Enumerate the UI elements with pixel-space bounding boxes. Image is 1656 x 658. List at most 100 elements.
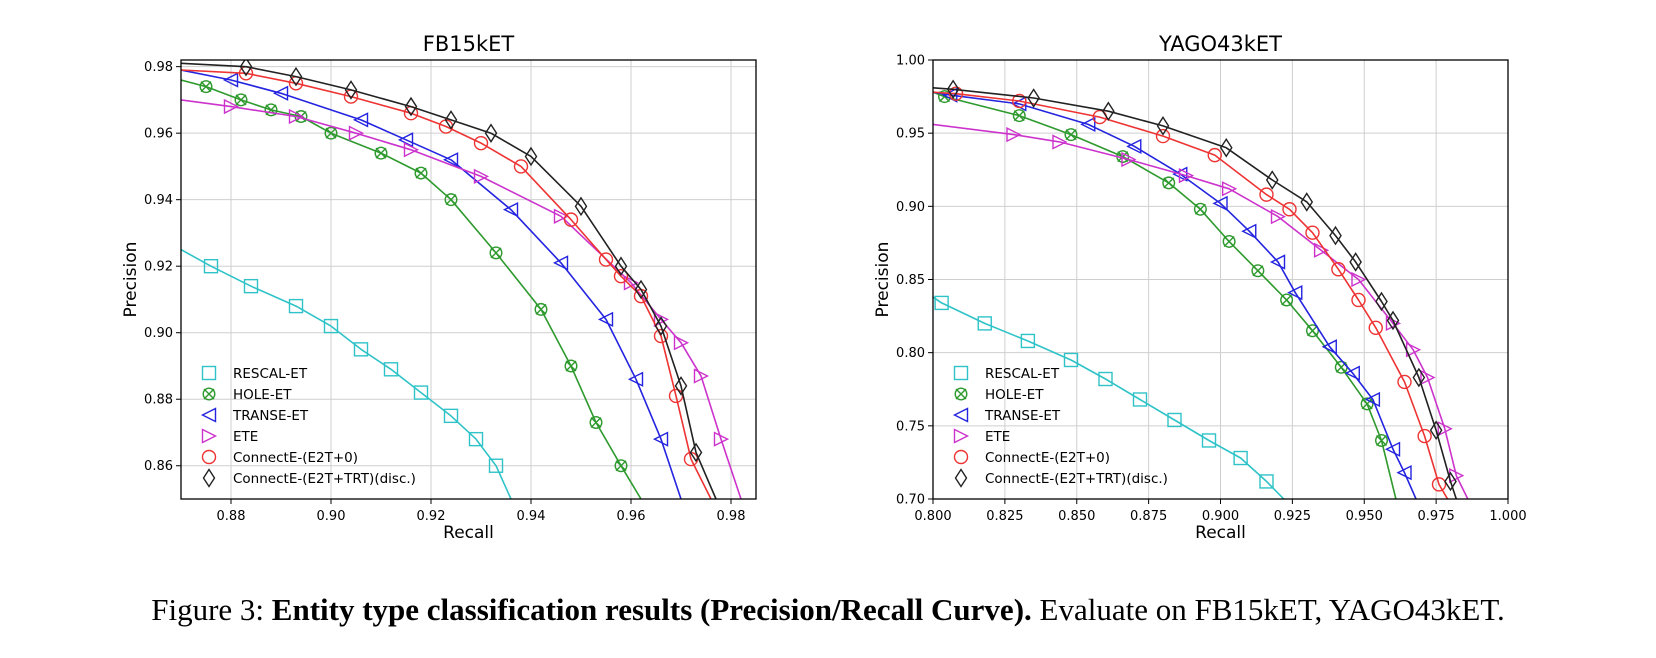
y-tick-label: 0.96 [144, 127, 173, 142]
legend-marker [953, 449, 969, 465]
y-tick-label: 0.85 [896, 273, 925, 288]
x-tick-label: 0.98 [717, 509, 746, 524]
data-point [1386, 310, 1400, 331]
marker-ring [1360, 397, 1374, 411]
y-tick-label: 0.80 [896, 346, 925, 361]
data-point [653, 328, 669, 344]
data-point [653, 311, 670, 328]
data-point [934, 295, 949, 311]
data-point [1305, 324, 1319, 338]
legend-marker [952, 407, 969, 423]
marker-stroke [325, 127, 337, 139]
data-point [488, 458, 504, 473]
data-point [563, 212, 579, 227]
data-point [383, 362, 399, 377]
x-tick-label: 0.96 [617, 509, 646, 524]
y-axis-label: Precision [121, 242, 141, 318]
x-tick-label: 0.950 [1346, 509, 1383, 524]
data-point [1221, 181, 1238, 197]
marker-ring [374, 146, 388, 160]
data-point [234, 93, 248, 107]
series-line [181, 69, 712, 499]
legend-label: HOLE-ET [985, 387, 1044, 403]
series-line [933, 91, 1449, 499]
marker-ring [199, 80, 213, 94]
marker-ring [1064, 128, 1078, 142]
y-tick-label: 0.95 [896, 127, 925, 142]
marker-stroke [955, 388, 967, 400]
marker-stroke [200, 81, 212, 93]
data-point [1397, 374, 1412, 390]
marker-ring [1222, 234, 1236, 248]
data-point [589, 416, 603, 430]
x-tick-label: 0.975 [1418, 509, 1455, 524]
y-tick-label: 0.86 [144, 459, 173, 474]
data-point [1449, 467, 1465, 484]
legend-label: RESCAL-ET [985, 366, 1060, 382]
data-point [1412, 367, 1426, 388]
marker-stroke [590, 417, 602, 429]
marker-ring [564, 359, 578, 373]
marker-stroke [1307, 325, 1318, 337]
data-point [1444, 471, 1457, 492]
series-hole-et [933, 90, 1397, 499]
data-point [413, 385, 429, 400]
marker-ring [1012, 109, 1026, 123]
x-tick-label: 0.925 [1274, 509, 1311, 524]
data-point [289, 66, 303, 87]
data-point [1437, 421, 1453, 437]
data-point [1241, 223, 1257, 239]
data-point [614, 459, 628, 473]
data-point [288, 298, 304, 314]
marker-stroke [1223, 235, 1235, 247]
legend-label: ConnectE-(E2T+0) [985, 450, 1110, 466]
data-point [442, 152, 459, 168]
marker-ring [444, 193, 458, 207]
series-line [181, 99, 742, 499]
marker-ring [589, 416, 603, 430]
data-point [288, 108, 305, 125]
data-point [502, 202, 519, 218]
data-point [564, 359, 578, 373]
data-point [444, 110, 458, 130]
marker-ring [264, 103, 278, 117]
caption-prefix: Figure 3: [151, 592, 272, 627]
caption-bold: Entity type classification results (Prec… [271, 592, 1032, 627]
data-point [948, 86, 964, 101]
data-point [673, 335, 690, 351]
y-tick-label: 0.90 [896, 200, 925, 215]
data-point [1305, 225, 1320, 240]
data-point [1329, 225, 1342, 246]
data-point [443, 408, 459, 424]
marker-ring [1280, 293, 1294, 307]
data-point [1334, 360, 1348, 374]
y-tick-label: 0.75 [896, 419, 925, 434]
legend-marker [201, 449, 217, 465]
data-point [473, 168, 490, 185]
marker-ring [954, 387, 968, 401]
series-rescal-et [181, 248, 512, 499]
data-point [414, 166, 428, 180]
x-tick-label: 0.90 [317, 509, 346, 524]
data-point [1193, 202, 1207, 216]
data-point [403, 142, 420, 158]
data-point [1349, 252, 1362, 272]
legend-marker [953, 365, 969, 381]
x-tick-label: 0.88 [217, 509, 246, 524]
series-line [933, 87, 1458, 499]
x-axis-label: Recall [1195, 523, 1246, 543]
data-point [404, 96, 418, 117]
data-point [1162, 176, 1176, 190]
data-point [1219, 138, 1233, 158]
chart-panel-1: 0.88 0.90 0.92 0.94 0.96 0.98 0.86 0.88 0.90 0.92… [121, 32, 757, 543]
data-point [674, 376, 688, 396]
data-point [1431, 477, 1447, 492]
marker-stroke [415, 167, 427, 179]
chart-title: FB15kET [423, 32, 515, 56]
series-ete [933, 123, 1469, 499]
data-point [1375, 291, 1388, 312]
data-point [534, 302, 548, 316]
series-line [181, 69, 682, 499]
data-point [689, 442, 703, 463]
y-tick-label: 0.98 [144, 60, 173, 75]
